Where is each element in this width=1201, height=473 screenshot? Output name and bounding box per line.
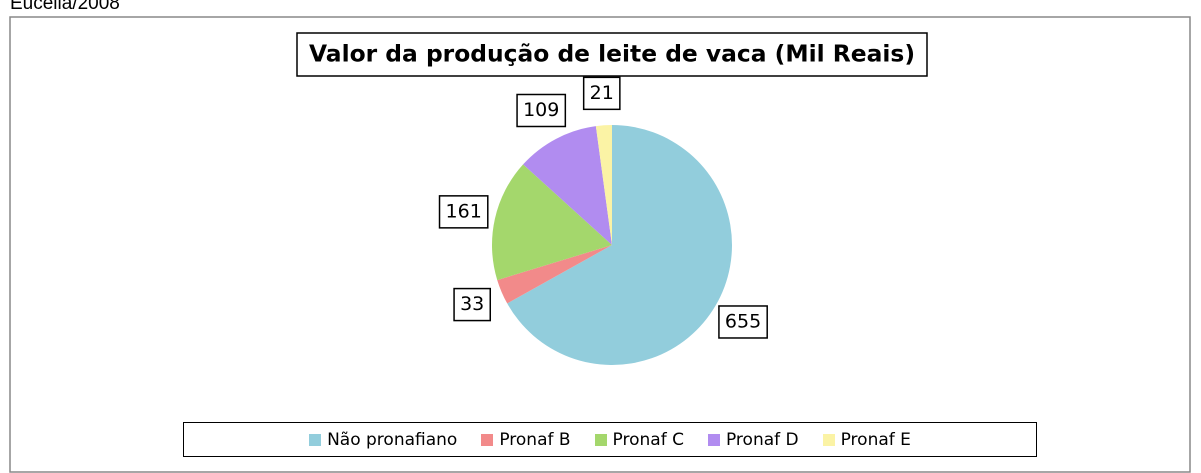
- legend-label: Não pronafiano: [327, 429, 458, 450]
- data-label-box: [438, 195, 489, 229]
- title-box: [296, 32, 928, 77]
- legend-item: Pronaf B: [481, 429, 571, 450]
- data-label-box: [453, 287, 492, 322]
- data-label-box: [516, 93, 567, 128]
- data-label: 33: [460, 293, 484, 315]
- legend-label: Pronaf E: [840, 429, 911, 450]
- pie-slice: [523, 126, 612, 245]
- data-label: 109: [523, 99, 559, 121]
- data-label-box: [582, 76, 621, 111]
- legend-item: Pronaf C: [594, 429, 684, 450]
- legend-item: Pronaf D: [707, 429, 799, 450]
- legend-swatch: [822, 433, 835, 446]
- legend-item: Pronaf E: [822, 429, 911, 450]
- chart-frame: [9, 16, 1191, 473]
- legend-item: Não pronafiano: [309, 430, 457, 450]
- legend: Não pronafiano Pronaf B Pronaf C Pronaf D Pr…: [183, 422, 1037, 457]
- legend-label: Pronaf D: [725, 429, 799, 450]
- data-label: 21: [590, 82, 614, 104]
- chart-title: Valor da produção de leite de vaca (Mil …: [309, 42, 915, 68]
- pie-slice: [595, 125, 612, 245]
- pie-slice: [497, 245, 612, 304]
- data-label: 655: [725, 310, 761, 332]
- pie-slice: [492, 164, 612, 281]
- legend-swatch: [309, 433, 322, 446]
- legend-swatch: [707, 433, 720, 446]
- legend-swatch: [481, 433, 494, 446]
- caption: Eucelia/2008: [10, 0, 120, 14]
- data-label: 161: [446, 200, 482, 222]
- data-label-box: [718, 305, 768, 339]
- legend-swatch: [594, 433, 607, 446]
- legend-label: Pronaf C: [612, 429, 684, 450]
- pie-slice: [507, 125, 733, 365]
- legend-label: Pronaf B: [499, 429, 571, 450]
